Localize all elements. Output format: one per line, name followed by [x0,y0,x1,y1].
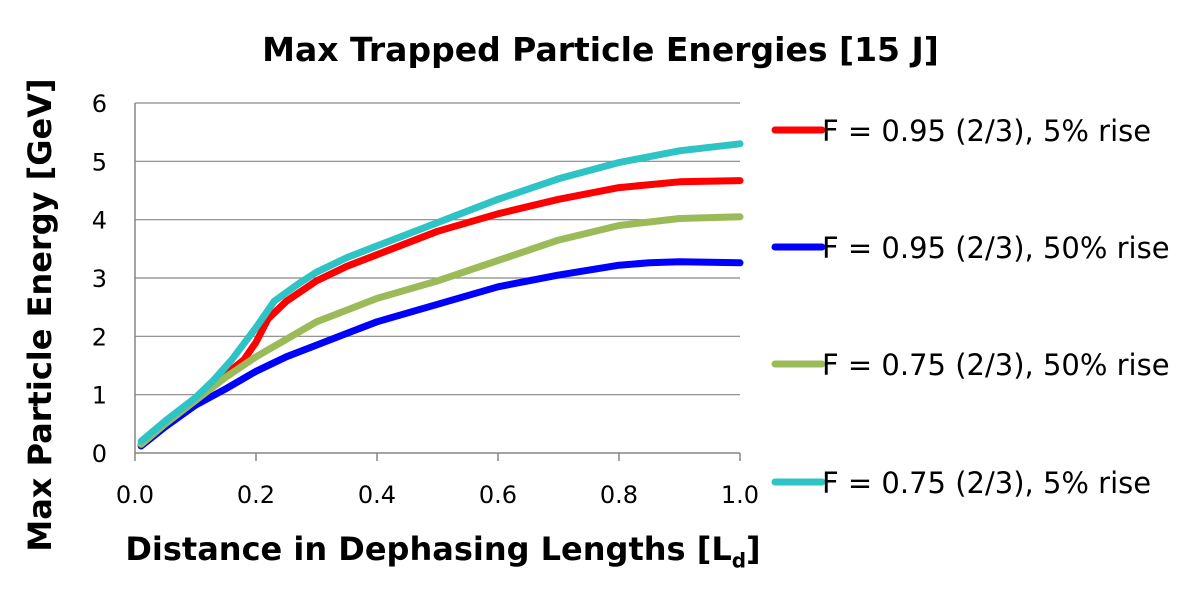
y-tick-label: 6 [92,90,107,118]
series-line-f-0-75-2-3-5-rise [137,140,744,445]
y-tick-label: 5 [92,148,107,176]
x-tick-label: 0.8 [600,481,638,509]
x-tick-label: 0.0 [116,481,154,509]
y-tick-label: 0 [92,440,107,468]
series-line-f-0-95-2-3-50-rise [137,258,744,450]
x-axis-label-subscript: d [731,548,747,573]
y-tick-label: 4 [92,207,107,235]
y-tick-label: 2 [92,323,107,351]
chart-title: Max Trapped Particle Energies [15 J] [262,30,939,69]
y-tick-label: 1 [92,382,107,410]
x-tick-label: 0.6 [479,481,517,509]
legend-entry-f-0-95-2-3-50-rise: F = 0.95 (2/3), 50% rise [822,231,1170,265]
x-tick-label: 1.0 [721,481,759,509]
legend-entry-f-0-75-2-3-5-rise: F = 0.75 (2/3), 5% rise [822,466,1151,500]
y-tick-label: 3 [92,265,107,293]
series-line-f-0-75-2-3-50-rise [137,213,744,448]
legend-entry-f-0-95-2-3-5-rise: F = 0.95 (2/3), 5% rise [822,114,1151,148]
x-axis-label-end: ] [746,530,761,568]
x-axis-label-main: Distance in Dephasing Lengths [L [125,530,732,568]
legend-entry-f-0-75-2-3-50-rise: F = 0.75 (2/3), 50% rise [822,348,1170,382]
x-axis-label: Distance in Dephasing Lengths [Ld] [125,530,760,572]
x-tick-label: 0.2 [237,481,275,509]
x-tick-label: 0.4 [358,481,396,509]
